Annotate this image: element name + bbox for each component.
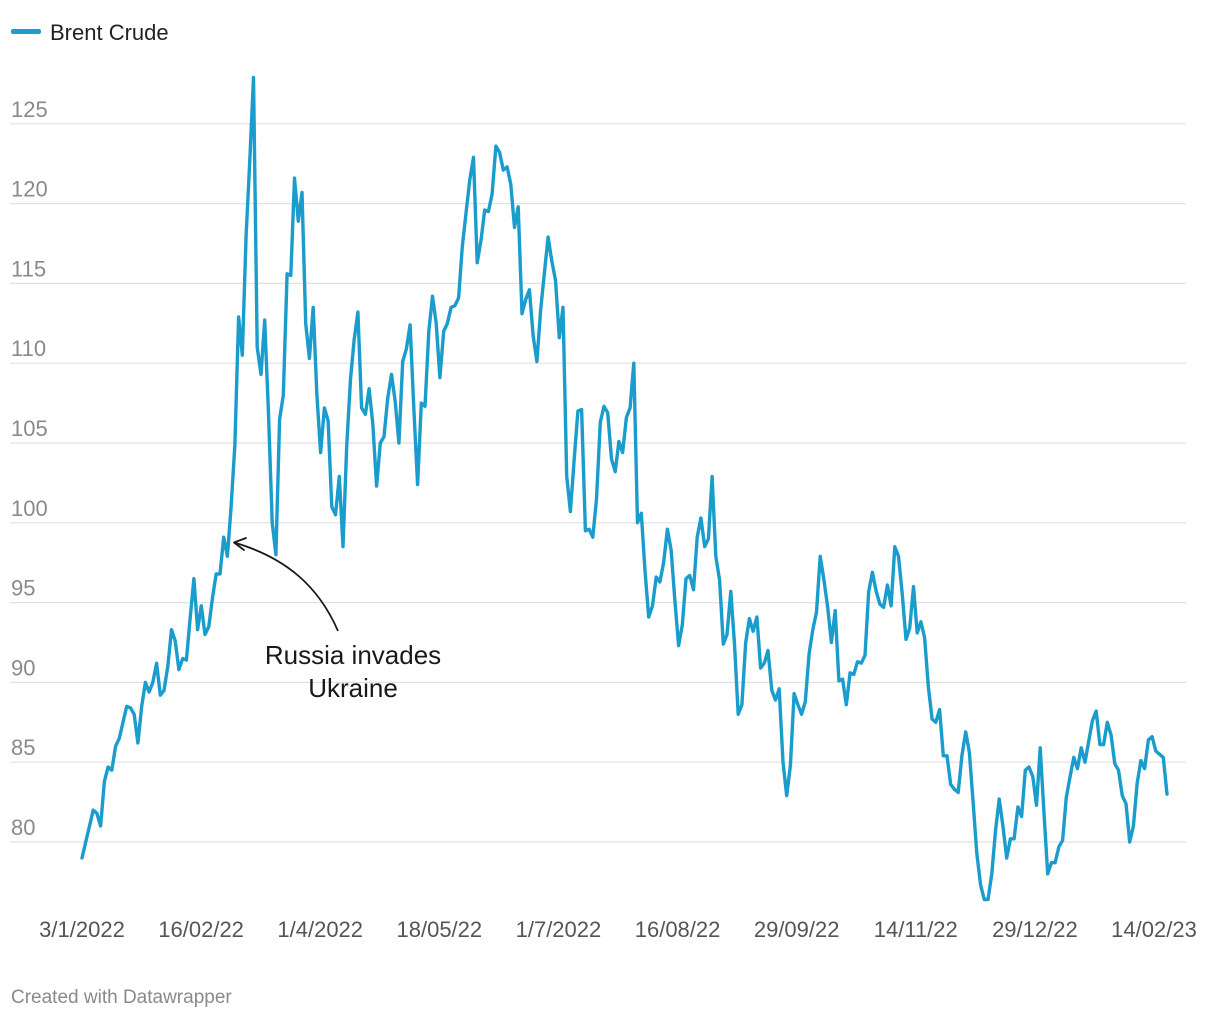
annotation-line-1: Russia invades [265, 640, 441, 670]
y-tick-label-115: 115 [11, 256, 46, 281]
y-tick-label-110: 110 [11, 336, 46, 361]
x-tick-label: 14/02/23 [1111, 917, 1197, 942]
y-tick-label-125: 125 [11, 97, 48, 122]
annotation-arrow [235, 542, 339, 632]
y-tick-label-120: 120 [11, 177, 48, 202]
x-tick-label: 14/11/22 [874, 917, 958, 942]
x-tick-label: 3/1/2022 [39, 917, 125, 942]
series-line-brent-crude [80, 75, 1169, 902]
x-tick-label: 29/12/22 [992, 917, 1078, 942]
y-tick-label-105: 105 [11, 416, 48, 441]
x-tick-label: 29/09/22 [754, 917, 840, 942]
legend-swatch [11, 29, 41, 34]
x-axis-ticks: 3/1/2022 16/02/22 1/4/2022 18/05/22 1/7/2022… [39, 917, 1197, 942]
x-tick-label: 16/02/22 [158, 917, 244, 942]
y-tick-label-85: 85 [11, 735, 35, 760]
x-tick-label: 16/08/22 [635, 917, 721, 942]
annotation-line-2: Ukraine [308, 673, 398, 703]
y-axis-ticks: 80 85 90 95 100 105 110 115 120 125 [11, 97, 48, 840]
legend-label-brent-crude: Brent Crude [50, 20, 169, 45]
series-brent-crude [80, 75, 1169, 902]
y-tick-label-90: 90 [11, 655, 35, 680]
x-tick-label: 1/4/2022 [277, 917, 363, 942]
y-tick-label-80: 80 [11, 815, 35, 840]
x-tick-label: 18/05/22 [397, 917, 483, 942]
credit-text: Created with Datawrapper [11, 987, 232, 1008]
legend: Brent Crude [11, 20, 169, 45]
y-tick-label-95: 95 [11, 576, 35, 601]
y-tick-label-100: 100 [11, 496, 48, 521]
annotation-arrowhead [233, 537, 247, 551]
x-tick-label: 1/7/2022 [516, 917, 602, 942]
annotation-russia-invades: Russia invades Ukraine [233, 537, 441, 703]
